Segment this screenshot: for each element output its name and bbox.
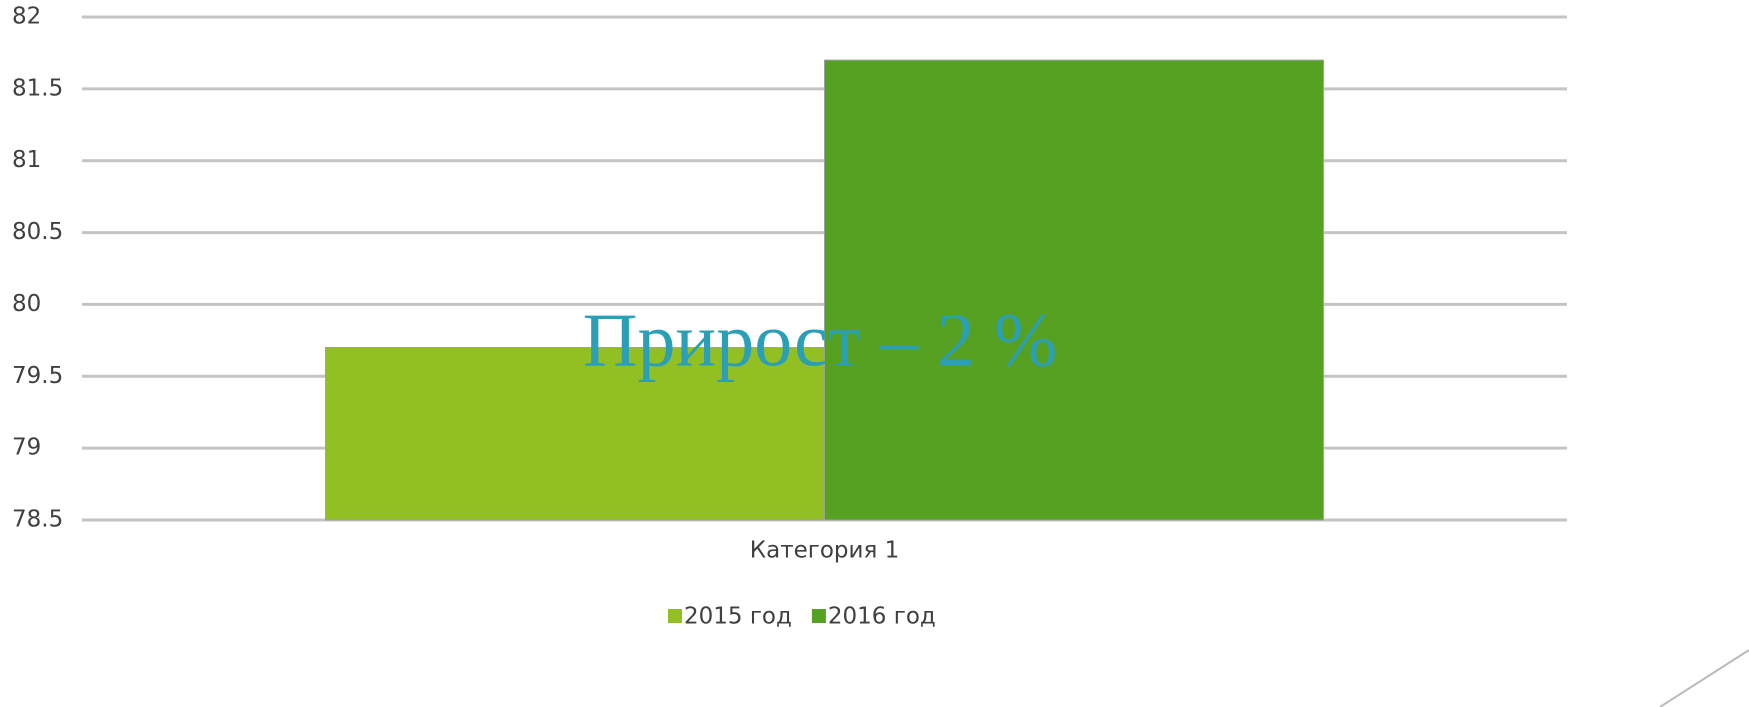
y-tick-label: 79: [12, 435, 41, 461]
y-tick-label: 81.5: [12, 75, 63, 101]
annotation: Прирост – 2 %: [583, 298, 1058, 382]
y-tick-label: 80: [12, 291, 41, 317]
y-tick-label: 78.5: [12, 507, 63, 533]
legend-swatch: [811, 609, 826, 623]
y-tick-label: 82: [12, 4, 41, 30]
y-tick-label: 81: [12, 147, 41, 173]
legend-label: 2015 год: [684, 604, 792, 630]
legend-label: 2016 год: [828, 604, 936, 630]
bar: [325, 347, 825, 521]
bar: [824, 59, 1324, 521]
y-tick-label: 80.5: [12, 219, 63, 245]
y-tick-label: 79.5: [12, 363, 63, 389]
decoration: [1659, 649, 1749, 707]
legend-swatch: [668, 609, 682, 623]
bars: [325, 59, 1324, 521]
x-tick-label: Категория 1: [750, 538, 899, 564]
